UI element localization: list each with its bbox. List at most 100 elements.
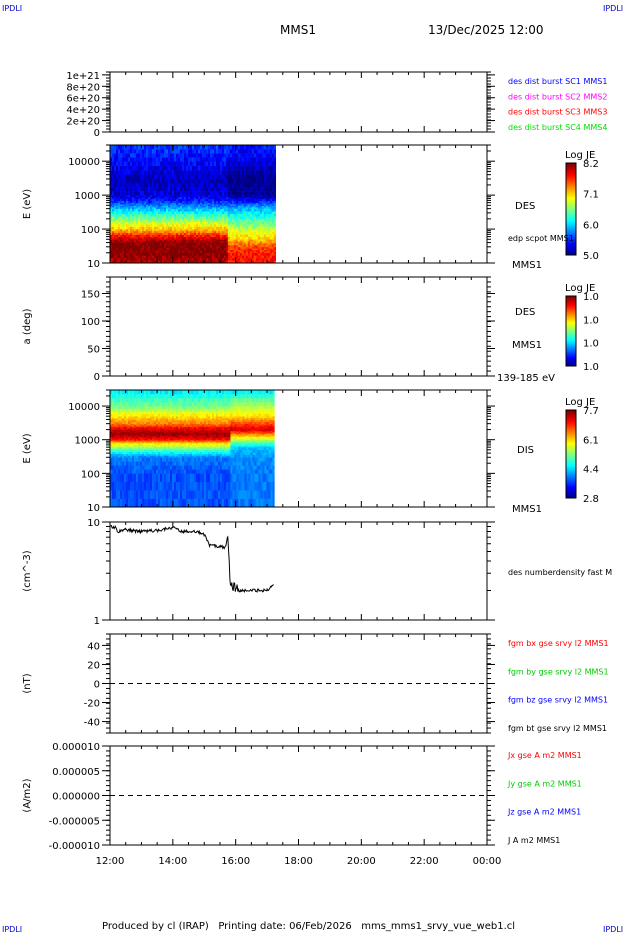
spectrogram-cell [118, 429, 121, 431]
spectrogram-cell [226, 198, 229, 202]
spectrogram-cell [132, 260, 135, 264]
spectrogram-cell [251, 243, 255, 246]
spectrogram-cell [265, 208, 269, 212]
spectrogram-cell [269, 145, 273, 150]
spectrogram-cell [214, 205, 217, 208]
spectrogram-cell [114, 423, 117, 426]
spectrogram-cell [136, 191, 139, 196]
spectrogram-cell [118, 394, 121, 399]
spectrogram-cell [156, 178, 159, 184]
spectrogram-cell [267, 191, 271, 196]
spectrogram-cell [253, 149, 257, 154]
spectrogram-cell [146, 461, 149, 466]
spectrogram-cell [114, 255, 117, 259]
spectrogram-cell [226, 255, 229, 259]
spectrogram-cell [241, 204, 245, 206]
spectrogram-cell [206, 250, 209, 254]
spectrogram-cell [265, 197, 269, 200]
spectrogram-cell [140, 442, 143, 444]
spectrogram-cell [176, 232, 179, 236]
spectrogram-cell [114, 441, 117, 443]
spectrogram-cell [180, 242, 183, 246]
spectrogram-cell [138, 481, 141, 491]
spectrogram-cell [152, 413, 155, 417]
spectrogram-cell [182, 221, 185, 225]
spectrogram-cell [194, 218, 197, 222]
spectrogram-cell [114, 245, 117, 248]
spectrogram-cell [235, 149, 239, 154]
spectrogram-cell [148, 226, 151, 230]
spectrogram-cell [180, 170, 183, 175]
spectrogram-cell [120, 247, 123, 251]
spectrogram-cell [200, 216, 203, 220]
spectrogram-cell [146, 229, 149, 232]
spectrogram-cell [162, 234, 165, 237]
spectrogram-cell [237, 255, 241, 259]
spectrogram-cell [206, 241, 209, 243]
spectrogram-cell [122, 428, 125, 430]
spectrogram-cell [208, 245, 211, 248]
spectrogram-cell [182, 165, 185, 171]
spectrogram-cell [112, 250, 115, 254]
spectrogram-cell [243, 149, 247, 154]
spectrogram-cell [122, 205, 125, 208]
spectrogram-cell [241, 226, 245, 230]
spectrogram-cell [122, 442, 125, 444]
spectrogram-cell [142, 448, 145, 451]
spectrogram-cell [247, 178, 251, 184]
spectrogram-cell [120, 473, 123, 483]
spectrogram-cell [158, 455, 161, 458]
spectrogram-cell [255, 231, 259, 235]
spectrogram-cell [224, 178, 227, 184]
spectrogram-cell [156, 257, 159, 261]
spectrogram-cell [124, 408, 127, 412]
spectrogram-cell [261, 260, 265, 264]
spectrogram-cell [116, 211, 119, 215]
spectrogram-cell [267, 174, 271, 180]
spectrogram-cell [233, 157, 237, 162]
spectrogram-cell [208, 202, 211, 205]
spectrogram-cell [192, 208, 195, 212]
spectrogram-cell [214, 242, 217, 246]
spectrogram-cell [198, 236, 201, 239]
spectrogram-cell [120, 408, 123, 412]
spectrogram-cell [216, 221, 219, 225]
spectrogram-cell [118, 236, 121, 239]
spectrogram-cell [116, 435, 119, 438]
spectrogram-cell [166, 238, 169, 240]
spectrogram-cell [112, 204, 115, 206]
spectrogram-cell [249, 248, 253, 251]
spectrogram-cell [148, 242, 151, 246]
spectrogram-cell [126, 234, 129, 237]
spectrogram-cell [255, 170, 259, 175]
spectrogram-cell [138, 182, 141, 188]
spectrogram-cell [118, 221, 121, 225]
spectrogram-cell [130, 425, 133, 427]
spectrogram-cell [110, 439, 113, 441]
spectrogram-cell [253, 244, 257, 248]
spectrogram-cell [182, 218, 185, 222]
spectrogram-cell [224, 202, 227, 205]
spectrogram-cell [180, 213, 183, 217]
spectrogram-cell [222, 230, 225, 234]
spectrogram-cell [150, 213, 153, 217]
spectrogram-cell [144, 202, 147, 205]
spectrogram-cell [224, 242, 227, 246]
spectrogram-cell [263, 202, 267, 205]
spectrogram-cell [122, 213, 125, 217]
spectrogram-cell [178, 232, 181, 236]
spectrogram-cell [154, 461, 157, 466]
spectrogram-cell [174, 207, 177, 209]
spectrogram-cell [222, 216, 225, 220]
spectrogram-cell [126, 408, 129, 412]
spectrogram-cell [253, 234, 257, 238]
spectrogram-cell [118, 465, 121, 470]
spectrogram-cell [128, 205, 131, 208]
spectrogram-cell [112, 423, 115, 426]
spectrogram-cell [150, 453, 153, 456]
spectrogram-cell [235, 207, 239, 209]
spectrogram-cell [136, 436, 139, 439]
spectrogram-cell [112, 241, 115, 243]
spectrogram-cell [140, 490, 143, 499]
